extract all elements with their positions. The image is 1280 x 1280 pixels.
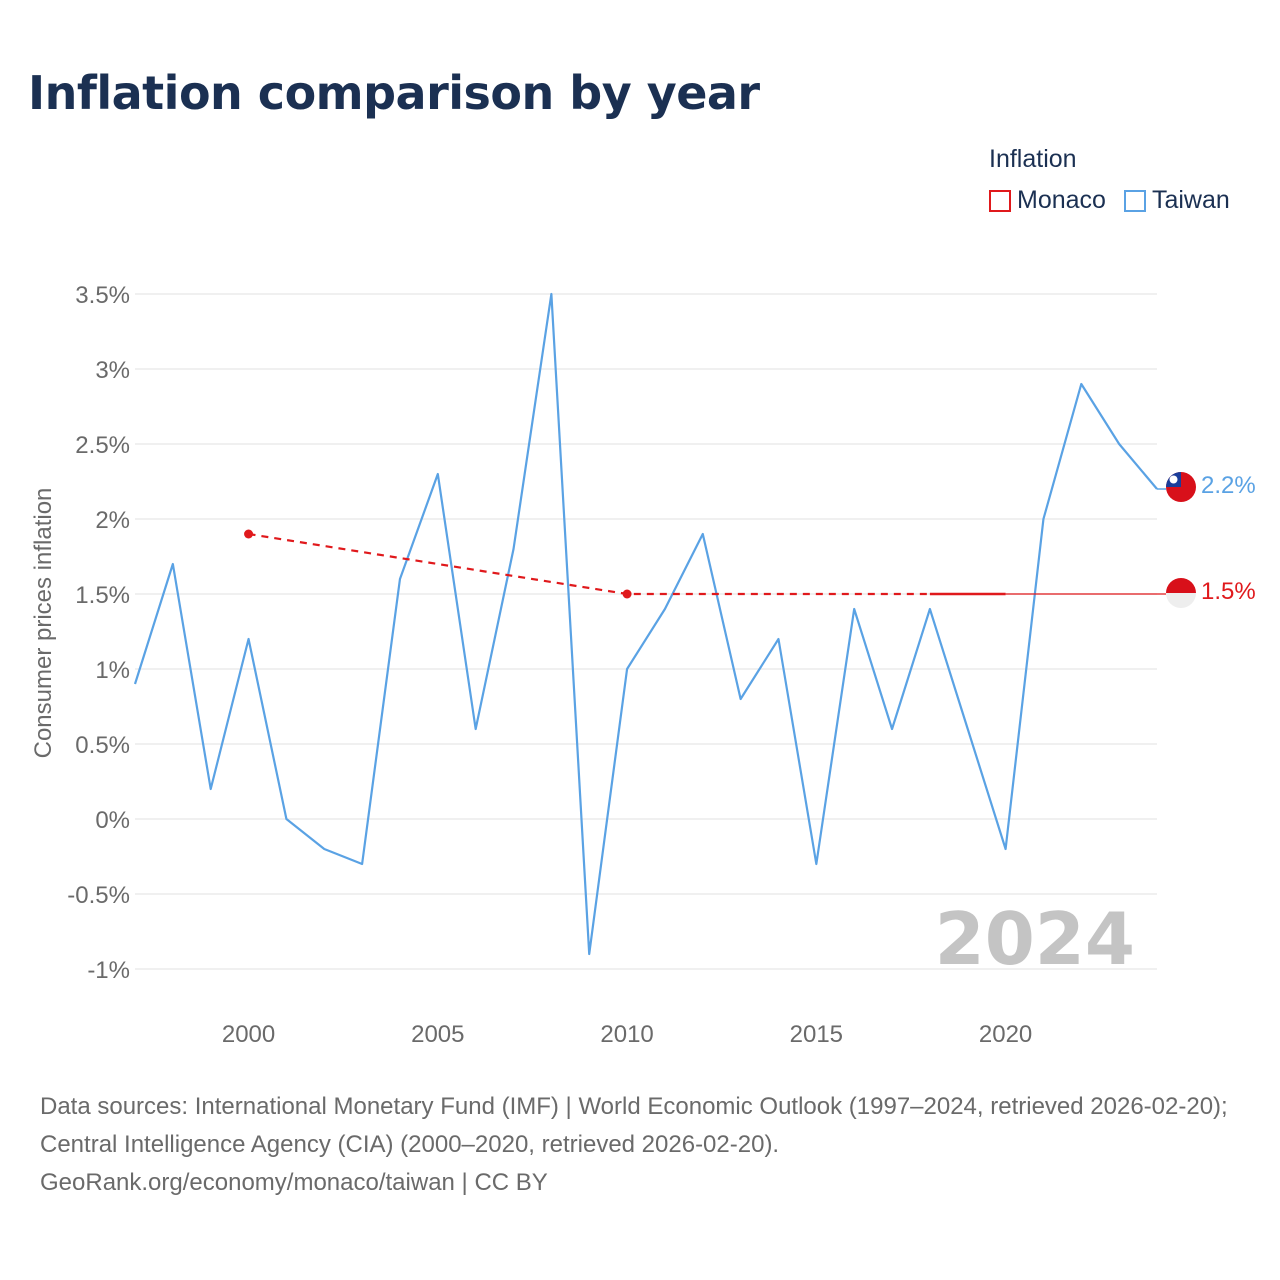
taiwan-end-label: 2.2% — [1201, 472, 1256, 499]
y-tick-label: 0% — [95, 807, 130, 834]
legend-title: Inflation — [989, 145, 1077, 173]
credit-link[interactable]: GeoRank.org/economy/monaco/taiwan | CC B… — [40, 1169, 548, 1196]
y-tick-label: -1% — [87, 957, 130, 984]
y-tick-label: 1% — [95, 657, 130, 684]
legend: Monaco Taiwan — [989, 186, 1230, 215]
legend-swatch-taiwan — [1123, 189, 1146, 212]
chart-title: Inflation comparison by year — [28, 66, 760, 120]
x-tick-label: 2005 — [411, 1021, 464, 1048]
x-tick-label: 2010 — [600, 1021, 653, 1048]
series-line-monaco-estimated[interactable] — [248, 532, 930, 596]
data-point-monaco[interactable] — [622, 589, 632, 599]
y-axis-label: Consumer prices inflation — [30, 488, 57, 759]
legend-item-taiwan[interactable]: Taiwan — [1123, 186, 1230, 215]
series-layer — [133, 292, 1166, 956]
y-tick-label: 2.5% — [75, 432, 130, 459]
chart: -1%-0.5%0%0.5%1%1.5%2%2.5%3%3.5% 2000 200… — [30, 282, 1256, 1048]
y-tick-label: -0.5% — [67, 882, 130, 909]
data-point-monaco[interactable] — [244, 529, 254, 539]
monaco-end-label: 1.5% — [1201, 578, 1256, 605]
y-tick-label: 3% — [95, 357, 130, 384]
x-tick-label: 2015 — [790, 1021, 843, 1048]
y-tick-label: 2% — [95, 507, 130, 534]
data-sources: Data sources: International Monetary Fun… — [40, 1093, 1228, 1158]
y-tick-label: 3.5% — [75, 282, 130, 309]
x-tick-label: 2000 — [222, 1021, 275, 1048]
monaco-flag-icon — [1166, 578, 1196, 608]
x-axis: 2000 2005 2010 2015 2020 — [222, 1021, 1032, 1048]
y-tick-label: 1.5% — [75, 582, 130, 609]
y-axis: -1% -0.5% 0% 0.5% 1% 1.5% 2% 2.5% 3% 3.5% — [67, 282, 130, 984]
grid — [135, 293, 1157, 970]
x-tick-label: 2020 — [979, 1021, 1032, 1048]
legend-swatch-monaco — [989, 189, 1011, 212]
y-tick-label: 0.5% — [75, 732, 130, 759]
series-line-taiwan[interactable] — [133, 292, 1158, 956]
legend-label-taiwan: Taiwan — [1151, 186, 1230, 214]
footer: Data sources: International Monetary Fun… — [40, 1088, 1250, 1202]
legend-item-monaco[interactable]: Monaco — [989, 186, 1106, 215]
legend-label-monaco: Monaco — [1017, 186, 1106, 214]
year-watermark: 2024 — [935, 897, 1135, 981]
taiwan-flag-icon — [1166, 472, 1196, 502]
